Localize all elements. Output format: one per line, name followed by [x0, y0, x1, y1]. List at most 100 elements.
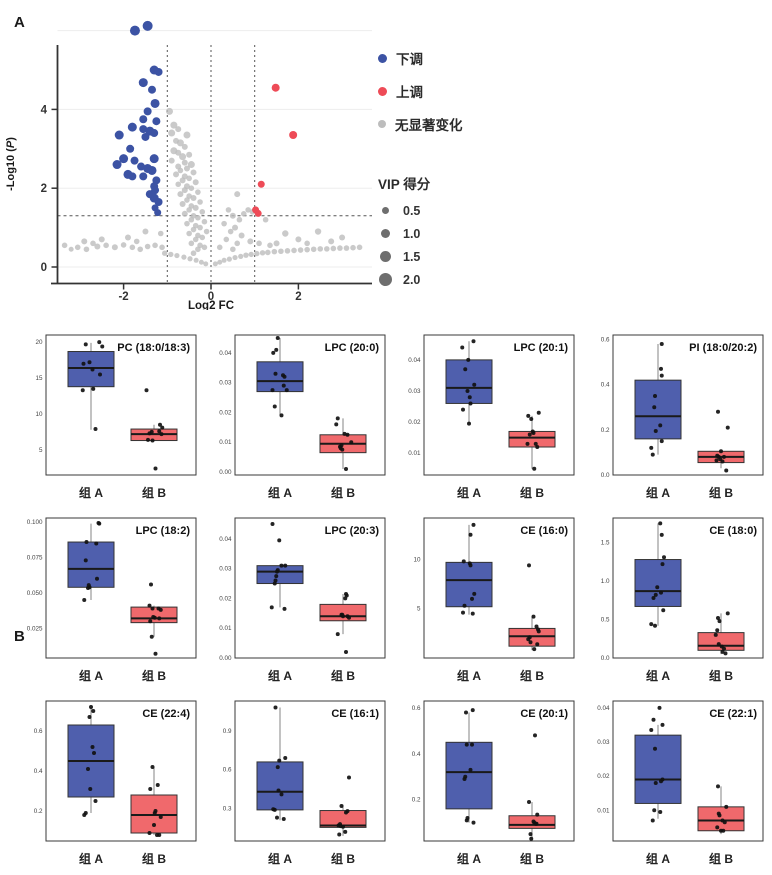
jitter-point	[84, 540, 89, 545]
group-a-label: 组 A	[457, 485, 481, 500]
data-point	[257, 180, 265, 188]
jitter-point	[467, 395, 472, 400]
data-point	[94, 243, 101, 250]
jitter-point	[659, 439, 664, 444]
y-tick-label: 1.0	[601, 578, 610, 585]
data-point	[271, 83, 280, 92]
y-tick-label: 5	[39, 447, 43, 454]
jitter-point	[719, 449, 723, 454]
group-b-label: 组 B	[709, 851, 733, 866]
y-tick-label: 0.01	[219, 439, 232, 446]
jitter-point	[94, 541, 99, 546]
jitter-point	[152, 823, 156, 827]
x-tick-label: -2	[118, 291, 128, 303]
boxplot-svg: 0.01 0.02 0.03 0.04 LPC (20:1) 组 A 组 B	[408, 334, 575, 500]
group-b-label: 组 B	[331, 485, 355, 500]
jitter-point	[86, 586, 90, 590]
data-point	[137, 246, 144, 253]
jitter-point	[649, 728, 654, 733]
boxplot-title: LPC (20:0)	[325, 342, 380, 354]
data-point	[138, 78, 148, 88]
jitter-point	[88, 787, 93, 791]
data-point	[238, 253, 244, 259]
group-b-label: 组 B	[331, 851, 355, 866]
jitter-point	[144, 388, 149, 393]
jitter-point	[471, 339, 476, 344]
y-tick-label: 0.4	[34, 768, 43, 775]
data-point	[190, 250, 197, 257]
data-point	[201, 218, 208, 225]
data-point	[184, 197, 190, 203]
y-tick-label: 2	[41, 183, 47, 195]
jitter-point	[461, 559, 466, 564]
jitter-point	[87, 360, 92, 365]
y-tick-label: 0.2	[34, 808, 43, 815]
jitter-point	[528, 640, 533, 645]
box	[634, 559, 682, 607]
jitter-point	[532, 647, 537, 652]
jitter-point	[83, 342, 88, 347]
data-point	[271, 248, 278, 255]
jitter-point	[716, 642, 721, 647]
jitter-point	[461, 610, 465, 615]
y-tick-label: 0.01	[597, 807, 610, 814]
jitter-point	[345, 432, 350, 437]
boxplot-CE-22-4: 0.2 0.4 0.6 CE (22:4) 组 A 组 B	[13, 694, 202, 872]
data-point	[61, 242, 68, 249]
jitter-point	[472, 382, 477, 387]
box	[256, 761, 304, 811]
jitter-point	[281, 373, 285, 378]
jitter-point	[471, 820, 476, 825]
data-point	[159, 244, 165, 251]
boxplot-svg: 0.025 0.050 0.075 0.100 LPC (18:2) 组 A 组 B	[27, 517, 197, 683]
jitter-point	[282, 606, 287, 611]
data-point	[216, 244, 223, 251]
boxplot-title: CE (22:4)	[142, 708, 190, 720]
jitter-point	[720, 649, 725, 654]
y-tick-label: 0.9	[223, 728, 232, 735]
jitter-point	[715, 628, 720, 633]
data-point	[129, 244, 136, 251]
data-point	[187, 256, 193, 262]
group-a-label: 组 A	[646, 485, 670, 500]
box	[319, 603, 367, 622]
jitter-point	[652, 405, 657, 410]
boxplot-CE-16-1: 0.3 0.6 0.9 CE (16:1) 组 A 组 B	[202, 694, 391, 872]
plot-border	[45, 700, 197, 842]
box	[445, 561, 493, 608]
vip-size-item: 1.0	[378, 226, 578, 241]
jitter-point	[279, 792, 284, 797]
y-axis-title: -Log10 (P)	[5, 137, 17, 191]
data-point	[295, 236, 302, 243]
jitter-point	[150, 606, 155, 611]
jitter-point	[272, 581, 277, 586]
jitter-point	[344, 467, 348, 472]
jitter-point	[655, 585, 660, 590]
data-point	[161, 250, 168, 256]
jitter-point	[653, 623, 657, 628]
x-tick-label: 2	[295, 291, 301, 303]
data-point	[141, 132, 150, 141]
jitter-point	[153, 651, 158, 656]
data-point	[186, 207, 192, 213]
jitter-point	[534, 821, 539, 826]
group-b-label: 组 B	[331, 668, 355, 683]
jitter-point	[529, 417, 534, 421]
plot-border	[423, 700, 575, 842]
data-point	[243, 252, 249, 258]
vip-dot-small-icon	[382, 207, 389, 214]
jitter-point	[471, 522, 476, 527]
jitter-point	[716, 616, 720, 620]
jitter-point	[653, 780, 658, 785]
jitter-point	[535, 642, 540, 647]
plot-border	[612, 334, 764, 476]
jitter-point	[649, 445, 654, 450]
jitter-point	[274, 347, 279, 352]
data-point	[247, 238, 254, 245]
vip-size-item: 0.5	[378, 203, 578, 218]
data-point	[147, 165, 157, 175]
jitter-point	[661, 608, 666, 613]
jitter-point	[464, 742, 469, 747]
y-tick-label: 0.02	[219, 595, 232, 602]
legend-label-up: 上调	[396, 85, 423, 100]
